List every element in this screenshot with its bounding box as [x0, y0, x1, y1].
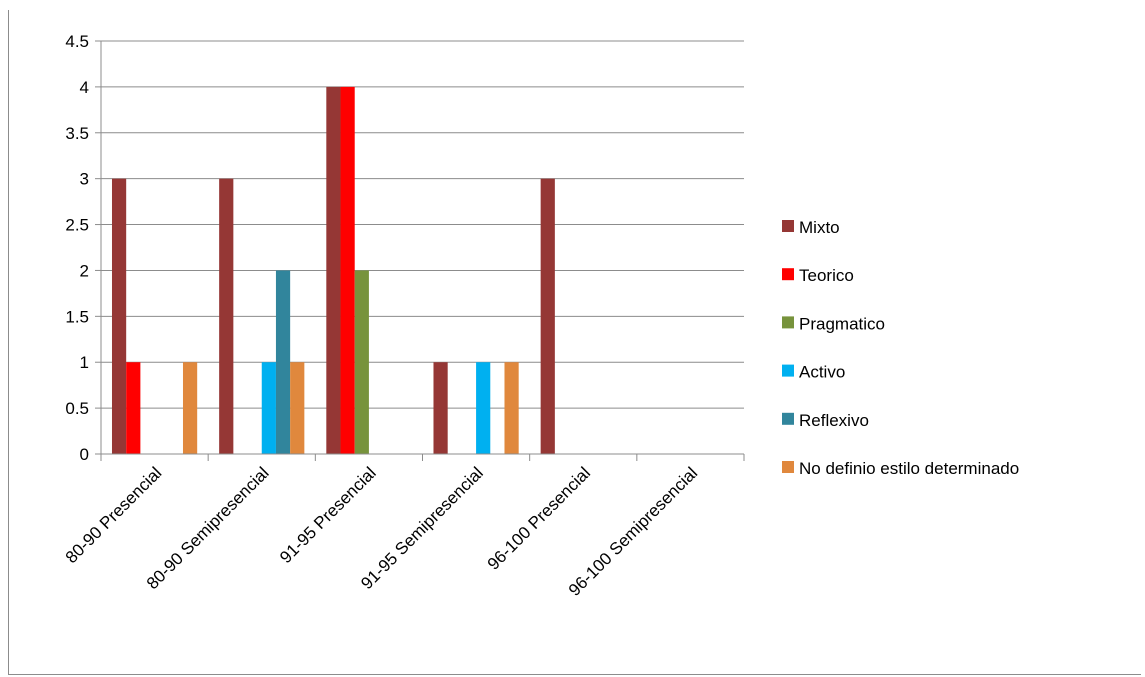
legend-label: Teorico	[799, 266, 854, 285]
legend-item: Mixto	[782, 218, 840, 237]
legend-label: Mixto	[799, 218, 840, 237]
y-tick-label: 2.5	[65, 216, 89, 235]
legend-swatch	[782, 461, 794, 473]
x-tick-label: 96-100 Presencial	[484, 463, 594, 573]
bar	[433, 362, 448, 454]
bar	[182, 362, 198, 454]
y-tick-label: 3.5	[65, 124, 89, 143]
bar	[290, 362, 305, 454]
y-tick-label: 2	[80, 261, 89, 280]
chart-frame	[8, 10, 1141, 675]
legend: Mixto Teorico Pragmatico Activo Reflexivo No …	[782, 218, 1019, 478]
legend-item: No definio estilo determinado	[782, 459, 1019, 478]
y-tick-label: 0.5	[65, 399, 89, 418]
y-tick-label: 1.5	[65, 307, 89, 326]
legend-label: No definio estilo determinado	[799, 459, 1019, 478]
legend-swatch	[782, 412, 794, 425]
legend-label: Activo	[799, 363, 845, 382]
legend-item: Activo	[782, 363, 845, 382]
legend-label: Pragmatico	[799, 314, 885, 333]
y-tick-label: 0	[80, 445, 89, 464]
legend-item: Pragmatico	[782, 314, 885, 333]
legend-swatch	[782, 268, 794, 281]
legend-swatch	[782, 220, 794, 232]
legend-label: Reflexivo	[799, 411, 869, 430]
bar	[111, 178, 127, 454]
x-tick-label: 80-90 Semipresencial	[143, 463, 273, 593]
bar	[340, 86, 355, 454]
legend-item: Teorico	[782, 266, 854, 285]
bar	[261, 362, 276, 454]
x-tick-label: 91-95 Semipresencial	[357, 463, 487, 593]
bar	[219, 178, 234, 454]
y-tick-label: 3	[80, 170, 89, 189]
bar	[126, 362, 141, 454]
bar	[275, 270, 291, 454]
y-tick-label: 4.5	[65, 32, 89, 51]
x-tick-label: 80-90 Presencial	[62, 463, 166, 567]
legend-swatch	[782, 316, 794, 329]
legend-item: Reflexivo	[782, 411, 869, 430]
bar	[476, 362, 491, 454]
y-tick-label: 1	[80, 353, 89, 372]
y-tick-labels: 0 0.5 1 1.5 2 2.5 3 3.5 4 4.5	[65, 32, 89, 464]
bar	[540, 178, 555, 454]
bar	[326, 86, 341, 454]
y-tick-label: 4	[80, 78, 89, 97]
axes	[100, 41, 745, 461]
gridlines	[95, 40, 744, 455]
legend-swatch	[782, 364, 794, 377]
bar	[354, 270, 369, 454]
bar	[504, 362, 519, 454]
x-tick-label: 91-95 Presencial	[276, 463, 380, 567]
bars	[111, 86, 555, 454]
